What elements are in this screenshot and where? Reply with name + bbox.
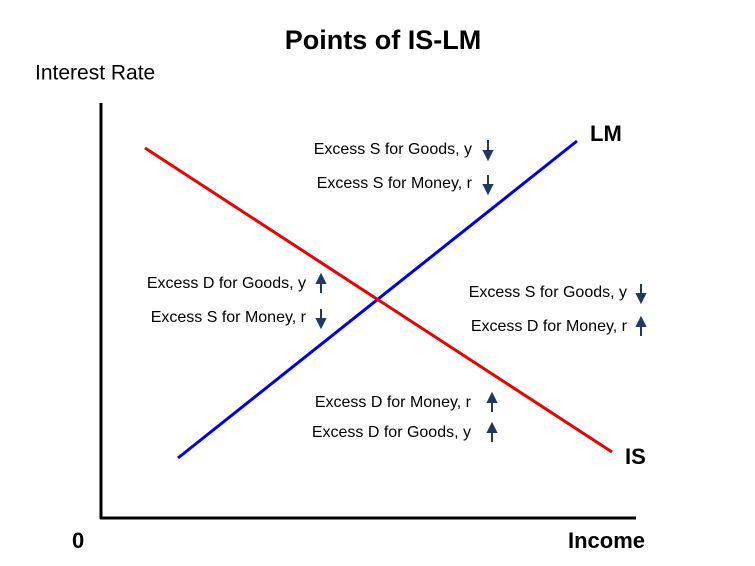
is-curve (144, 146, 613, 454)
region-text: Excess S for Money, r (151, 309, 307, 326)
region-text: Excess S for Money, r (317, 175, 473, 192)
region-text: Excess D for Money, r (315, 394, 472, 411)
region-text: Excess S for Goods, y (314, 141, 472, 158)
up-arrow (315, 272, 327, 293)
down-arrow (315, 309, 327, 330)
y-axis-label: Interest Rate (35, 62, 155, 85)
x-axis-label: Income (568, 528, 645, 553)
up-arrow (635, 315, 647, 336)
down-arrow (635, 284, 647, 305)
region-text: Excess D for Goods, y (312, 424, 471, 441)
down-arrow (482, 175, 494, 196)
region-text: Excess S for Goods, y (469, 284, 627, 301)
region-text: Excess D for Money, r (471, 318, 628, 335)
up-arrow (486, 421, 498, 442)
curve-label: LM (590, 121, 622, 146)
region-text: Excess D for Goods, y (147, 275, 306, 292)
up-arrow (486, 391, 498, 412)
curve-label: IS (625, 444, 646, 469)
title: Points of IS-LM (285, 25, 481, 55)
origin-label: 0 (72, 528, 84, 553)
down-arrow (482, 140, 494, 162)
